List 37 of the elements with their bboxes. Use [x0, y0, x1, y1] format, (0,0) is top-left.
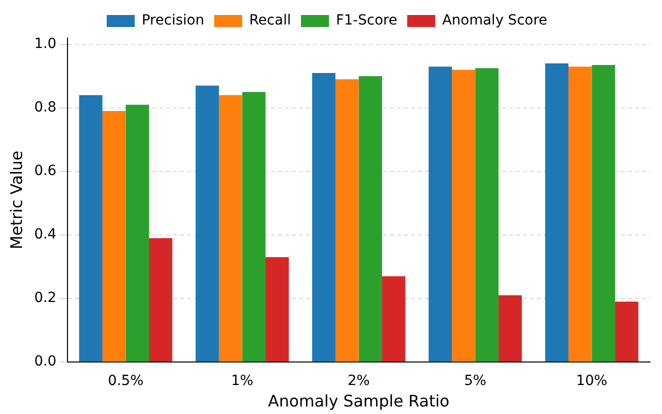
y-axis-title: Metric Value — [6, 150, 26, 250]
bar — [452, 70, 476, 362]
bar — [312, 72, 336, 362]
bar — [335, 79, 359, 362]
bar — [79, 95, 102, 362]
legend-label: Recall — [249, 12, 291, 29]
bar — [568, 66, 592, 362]
x-tick-label: 5% — [464, 373, 486, 390]
x-tick-label: 10% — [576, 373, 608, 390]
x-axis-title: Anomaly Sample Ratio — [268, 392, 450, 411]
x-tick-label: 0.5% — [108, 373, 144, 390]
y-tick-label: 0.0 — [34, 354, 56, 370]
bar — [428, 66, 452, 362]
bar — [358, 76, 382, 362]
bar — [196, 86, 219, 362]
x-tick-label: 2% — [348, 373, 370, 390]
bar — [545, 63, 568, 362]
bar — [102, 111, 126, 362]
y-tick-label: 0.2 — [34, 290, 56, 306]
legend-label: Precision — [142, 12, 204, 29]
legend-label: F1-Score — [336, 12, 398, 29]
bar — [592, 65, 616, 362]
bar — [382, 276, 406, 362]
y-tick-label: 0.8 — [34, 100, 56, 116]
legend-label: Anomaly Score — [442, 12, 548, 29]
y-tick-label: 1.0 — [34, 36, 56, 52]
bar — [615, 302, 638, 362]
y-tick-label: 0.4 — [34, 226, 57, 243]
bar — [242, 92, 266, 362]
bar — [498, 295, 522, 362]
bar — [475, 68, 499, 362]
bar — [126, 104, 150, 362]
bar — [149, 238, 172, 362]
bar — [266, 257, 289, 362]
y-tick-label: 0.6 — [34, 163, 57, 180]
x-tick-label: 1% — [231, 373, 254, 390]
bar — [218, 95, 242, 362]
